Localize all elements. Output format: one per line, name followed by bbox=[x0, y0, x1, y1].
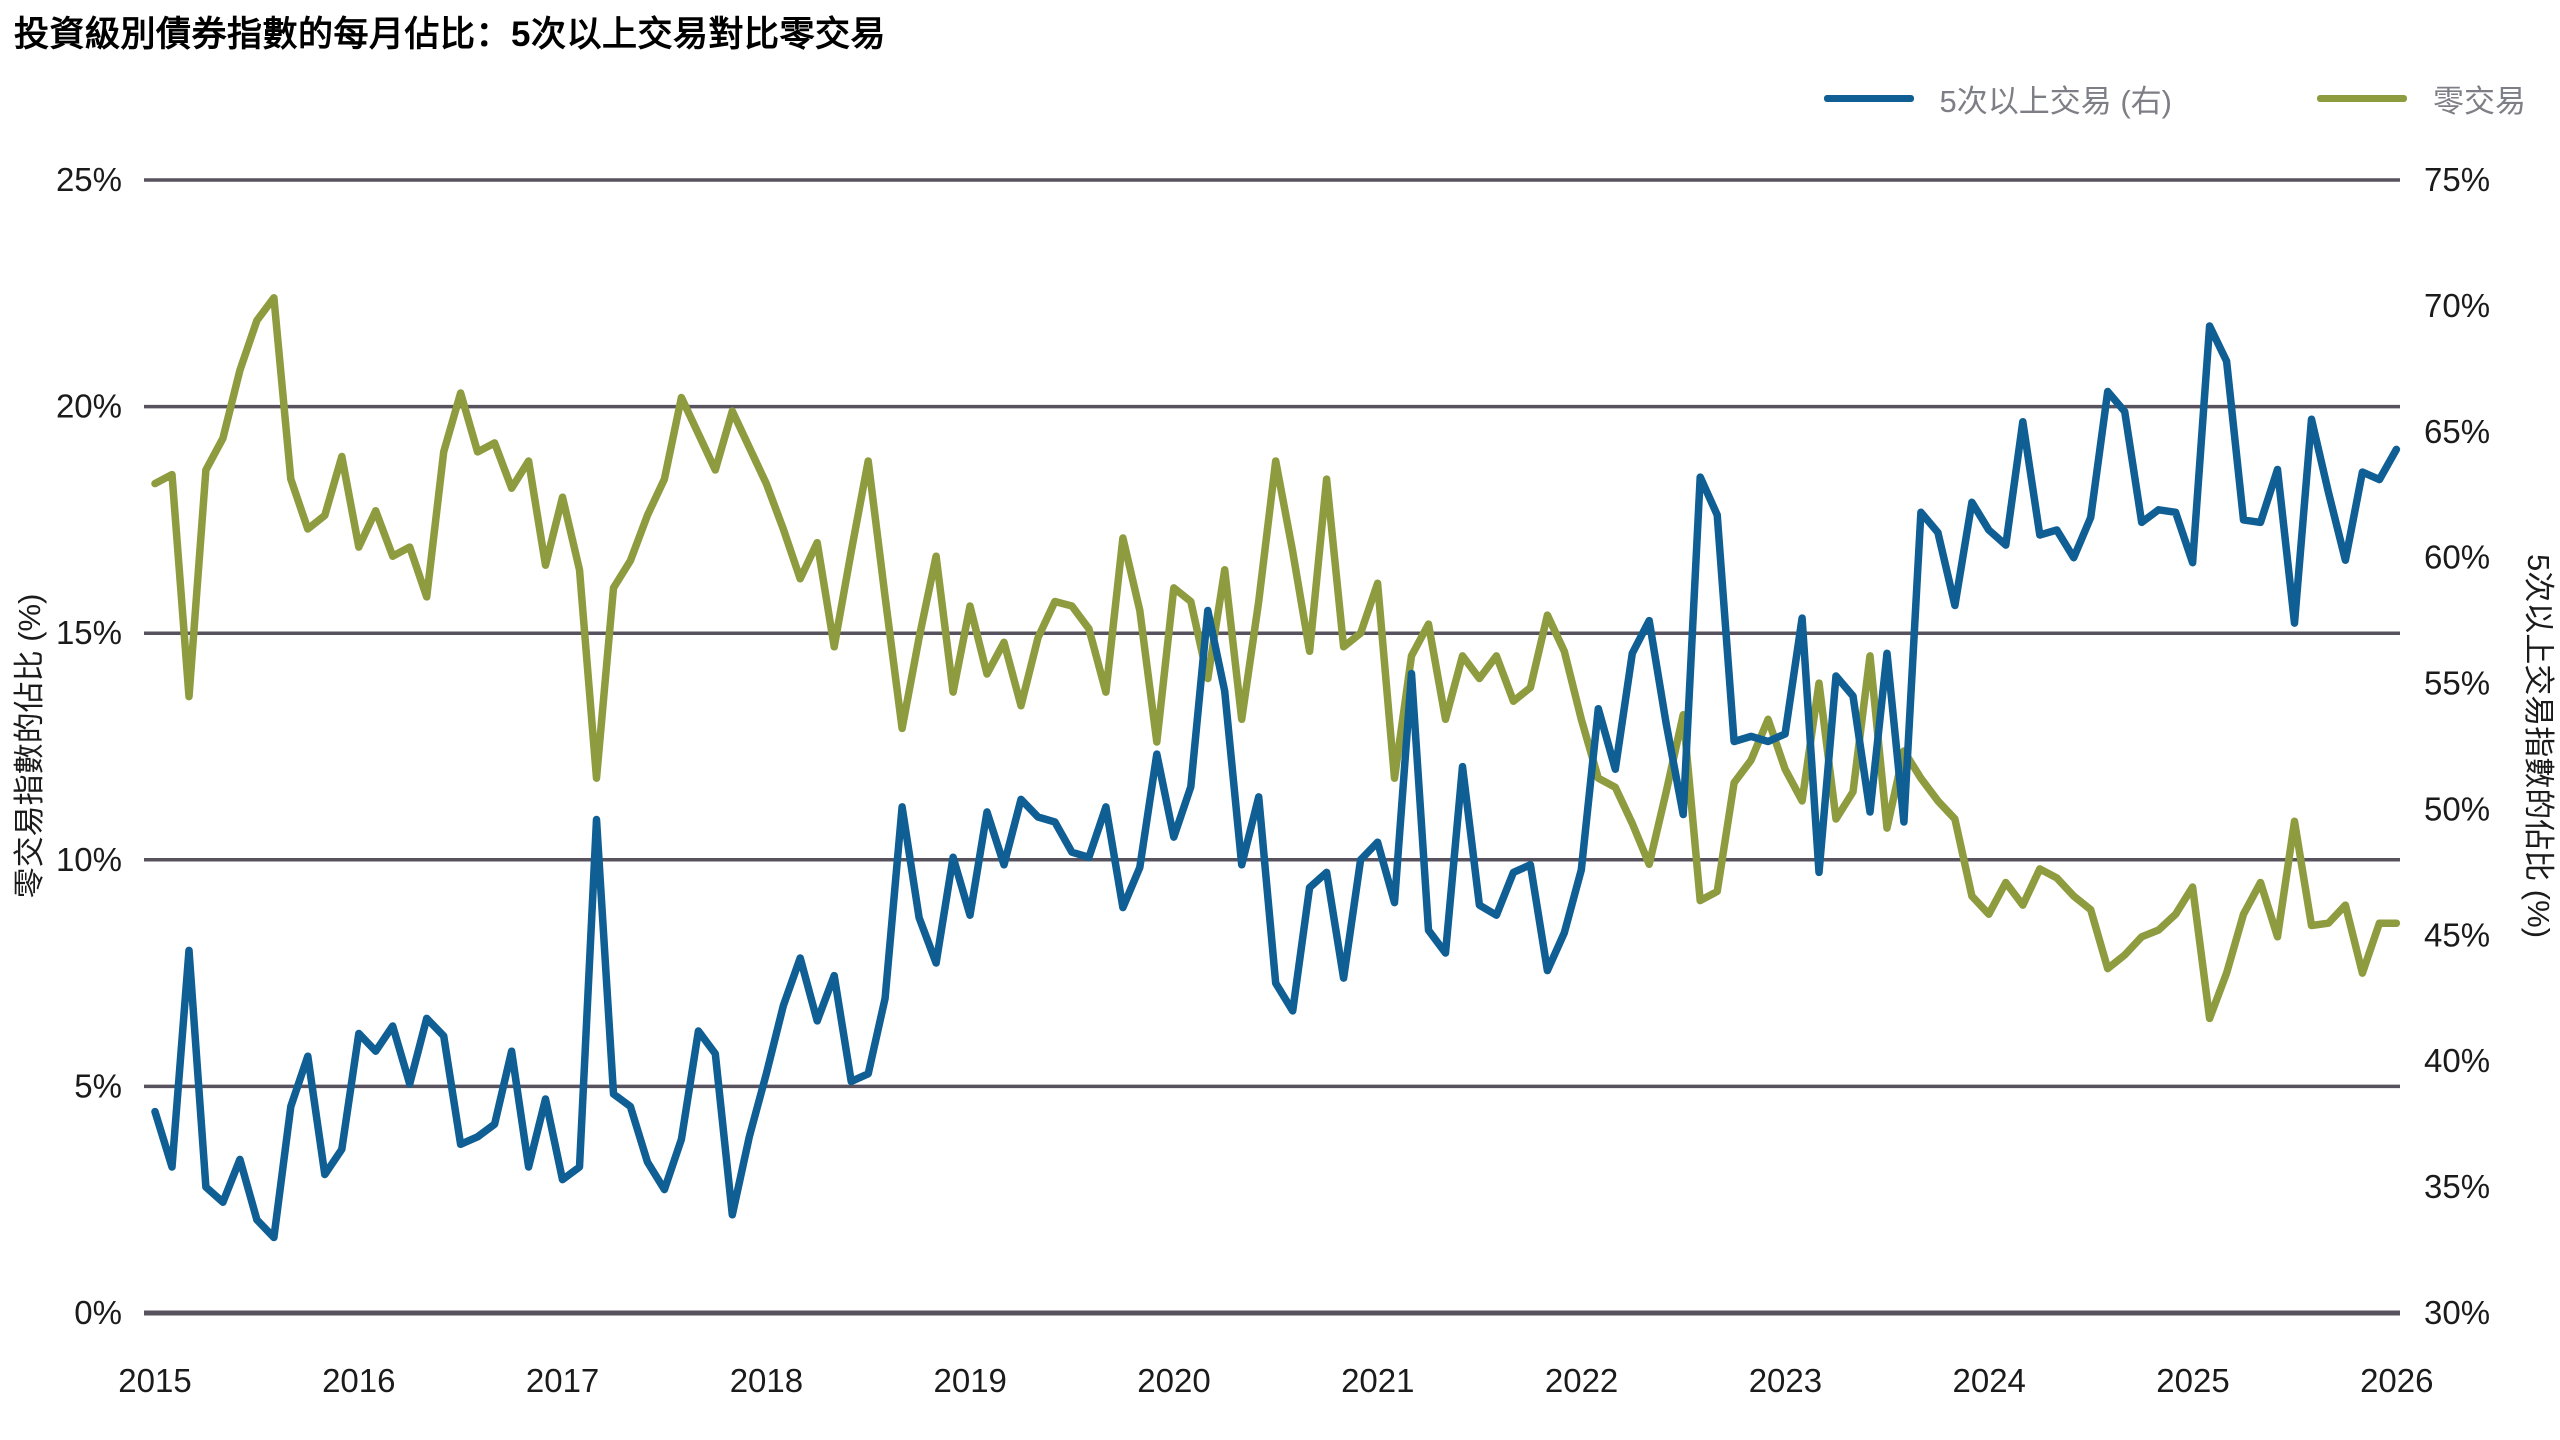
chart-legend: 5次以上交易 (右) 零交易 bbox=[1823, 76, 2526, 121]
right-axis-tick-label: 50% bbox=[2424, 790, 2490, 827]
left-axis-tick-label: 15% bbox=[56, 614, 122, 651]
left-axis-tick-label: 10% bbox=[56, 841, 122, 878]
right-axis-tick-label: 35% bbox=[2424, 1168, 2490, 1205]
x-axis-tick-label: 2019 bbox=[933, 1362, 1006, 1399]
right-axis-tick-label: 40% bbox=[2424, 1042, 2490, 1079]
x-axis-tick-label: 2015 bbox=[118, 1362, 191, 1399]
right-axis-tick-label: 70% bbox=[2424, 287, 2490, 324]
x-axis-tick-label: 2016 bbox=[322, 1362, 395, 1399]
left-axis-tick-label: 0% bbox=[74, 1294, 122, 1331]
left-axis-tick-label: 25% bbox=[56, 161, 122, 198]
legend-item-five-plus-trades: 5次以上交易 (右) bbox=[1823, 76, 2173, 121]
x-axis-tick-label: 2026 bbox=[2360, 1362, 2433, 1399]
legend-label-zero-trades: 零交易 bbox=[2433, 84, 2526, 119]
series-line-five-plus-trades bbox=[151, 322, 2401, 1242]
legend-label-five-plus-trades: 5次以上交易 (右) bbox=[1939, 84, 2173, 119]
series-line-zero-trades bbox=[151, 294, 2401, 1023]
right-axis-tick-label: 30% bbox=[2424, 1294, 2490, 1331]
right-axis-tick-label: 75% bbox=[2424, 161, 2490, 198]
right-axis-tick-label: 45% bbox=[2424, 916, 2490, 953]
chart-title: 投資級別債券指數的每月佔比：5次以上交易對比零交易 bbox=[14, 15, 886, 54]
x-axis-tick-label: 2021 bbox=[1341, 1362, 1414, 1399]
legend-item-zero-trades: 零交易 bbox=[2317, 76, 2526, 121]
x-axis-tick-label: 2025 bbox=[2156, 1362, 2229, 1399]
x-axis-tick-label: 2017 bbox=[526, 1362, 599, 1399]
right-axis-tick-label: 65% bbox=[2424, 413, 2490, 450]
x-axis-tick-label: 2023 bbox=[1749, 1362, 1822, 1399]
right-axis-tick-label: 60% bbox=[2424, 539, 2490, 576]
x-axis-tick-label: 2020 bbox=[1137, 1362, 1210, 1399]
x-axis-tick-label: 2022 bbox=[1545, 1362, 1618, 1399]
right-axis-tick-label: 55% bbox=[2424, 665, 2490, 702]
left-axis-tick-label: 5% bbox=[74, 1067, 122, 1104]
x-axis-tick-label: 2024 bbox=[1952, 1362, 2025, 1399]
legend-swatch-five-plus-line bbox=[1823, 95, 1914, 102]
legend-swatch-zero-trades-line bbox=[2317, 95, 2407, 102]
left-axis-tick-label: 20% bbox=[56, 388, 122, 425]
x-axis-tick-label: 2018 bbox=[730, 1362, 803, 1399]
